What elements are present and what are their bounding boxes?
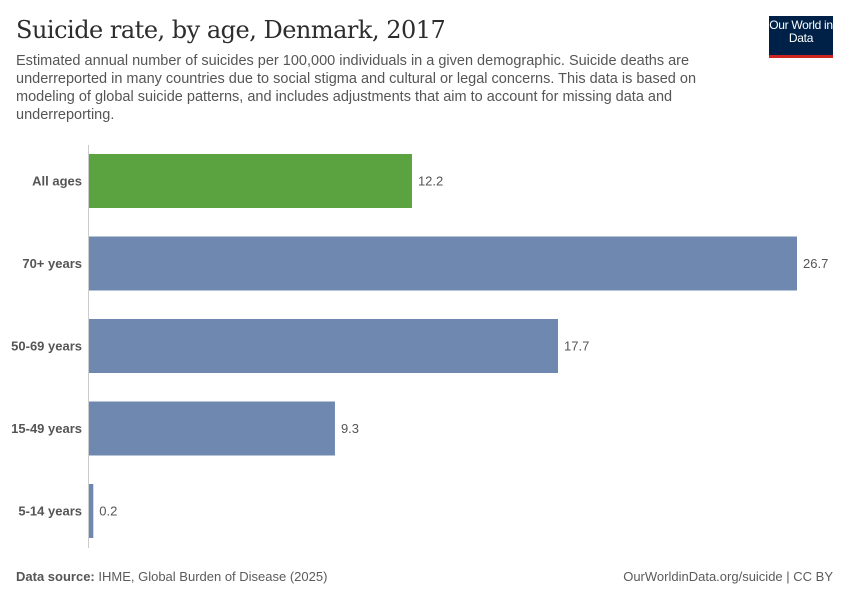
value-label: 17.7 [564, 339, 589, 354]
bar-chart: All ages 12.2 70+ years 26.7 50-69 years 17.7… [11, 145, 828, 548]
value-label: 9.3 [341, 421, 359, 436]
source-link[interactable]: OurWorldinData.org/suicide | CC BY [623, 569, 833, 584]
chart-title: Suicide rate, by age, Denmark, 2017 [16, 16, 446, 44]
value-label: 0.2 [99, 504, 117, 519]
category-label: 15-49 years [11, 421, 82, 436]
value-label: 12.2 [418, 174, 443, 189]
source-text: IHME, Global Burden of Disease (2025) [98, 569, 328, 584]
source-label: Data source: [16, 569, 95, 584]
category-label: 5-14 years [18, 504, 82, 519]
category-label: All ages [32, 174, 82, 189]
bar [88, 319, 559, 373]
data-source: Data source: IHME, Global Burden of Dise… [16, 569, 327, 584]
bar [88, 154, 412, 208]
bar [88, 236, 797, 291]
category-label: 70+ years [22, 256, 82, 271]
owid-logo[interactable]: Our World in Data [769, 16, 833, 58]
bar [88, 484, 94, 538]
bar [88, 401, 335, 456]
value-label: 26.7 [803, 256, 828, 271]
category-label: 50-69 years [11, 339, 82, 354]
chart-subtitle: Estimated annual number of suicides per … [16, 53, 697, 123]
